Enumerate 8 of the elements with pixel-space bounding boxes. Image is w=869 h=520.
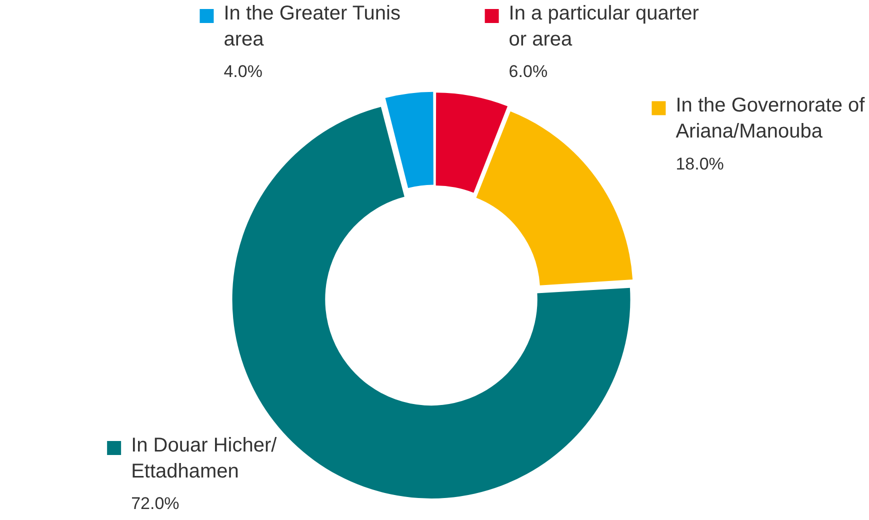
data-label: 72.0% [131,494,180,514]
data-label: 4.0% [224,62,262,82]
legend-label: In the Greater Tunis area [224,2,400,51]
legend-label: In the Governorate of Ariana/Manouba [676,94,866,143]
legend-label: In a particular quarter or area [508,2,700,51]
legend-label: In Douar Hicher/ Ettadhamen [131,434,278,483]
data-label: 6.0% [508,62,548,82]
data-label: 18.0% [676,154,724,174]
